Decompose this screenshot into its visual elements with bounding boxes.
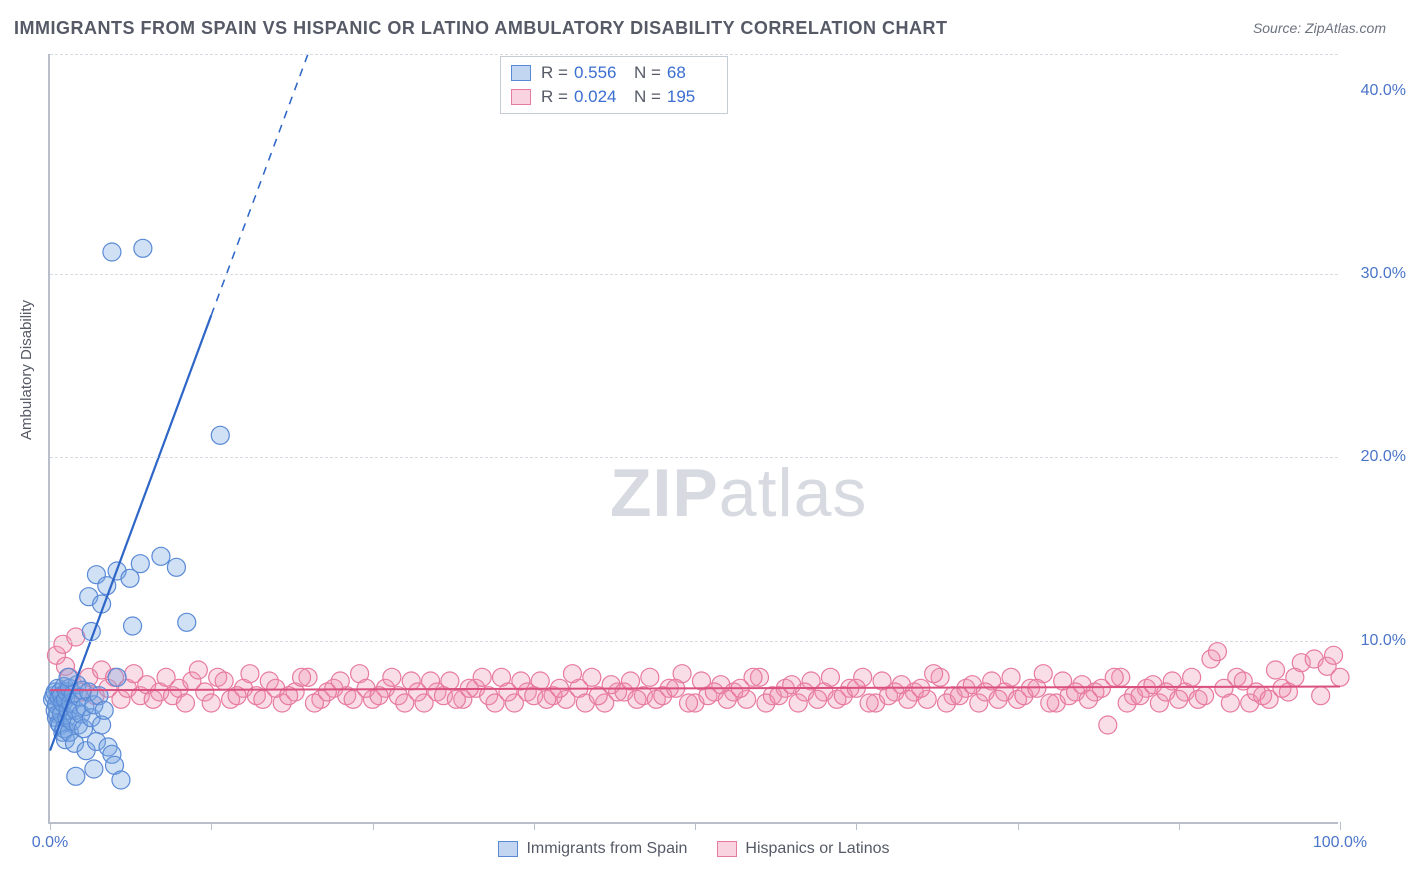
- data-point-blue: [211, 426, 229, 444]
- legend-item-blue: Immigrants from Spain: [498, 840, 687, 858]
- legend-label-pink: Hispanics or Latinos: [745, 840, 889, 858]
- series-legend: Immigrants from Spain Hispanics or Latin…: [50, 840, 1338, 858]
- x-tick: [50, 822, 51, 830]
- data-point-pink: [512, 672, 530, 690]
- y-axis-label: Ambulatory Disability: [18, 300, 35, 440]
- plot-area: ZIPatlas R = 0.556 N = 68 R = 0.024 N = …: [48, 54, 1338, 824]
- data-point-pink: [563, 665, 581, 683]
- data-point-pink: [989, 690, 1007, 708]
- x-tick: [695, 822, 696, 830]
- x-tick: [373, 822, 374, 830]
- data-point-pink: [809, 690, 827, 708]
- data-point-blue: [103, 243, 121, 261]
- y-tick-label: 40.0%: [1361, 82, 1406, 100]
- x-tick: [211, 822, 212, 830]
- gridline: [50, 54, 1338, 55]
- data-point-pink: [860, 694, 878, 712]
- data-point-blue: [124, 617, 142, 635]
- data-point-pink: [1196, 687, 1214, 705]
- chart-title: IMMIGRANTS FROM SPAIN VS HISPANIC OR LAT…: [14, 18, 948, 39]
- data-point-pink: [383, 668, 401, 686]
- x-tick: [1340, 822, 1341, 830]
- y-tick-label: 30.0%: [1361, 265, 1406, 283]
- data-point-pink: [473, 668, 491, 686]
- gridline: [50, 274, 1338, 275]
- data-point-pink: [1105, 668, 1123, 686]
- x-tick: [856, 822, 857, 830]
- x-tick: [534, 822, 535, 830]
- data-point-pink: [628, 690, 646, 708]
- data-point-pink: [241, 665, 259, 683]
- data-point-pink: [293, 668, 311, 686]
- data-point-pink: [925, 665, 943, 683]
- legend-item-pink: Hispanics or Latinos: [717, 840, 889, 858]
- data-point-pink: [202, 694, 220, 712]
- source-attribution: Source: ZipAtlas.com: [1253, 20, 1386, 36]
- y-tick-label: 10.0%: [1361, 632, 1406, 650]
- data-point-pink: [1221, 694, 1239, 712]
- data-point-blue: [67, 767, 85, 785]
- data-point-blue: [85, 760, 103, 778]
- data-point-pink: [422, 672, 440, 690]
- data-point-pink: [1331, 668, 1349, 686]
- gridline: [50, 641, 1338, 642]
- data-point-blue: [108, 668, 126, 686]
- data-point-pink: [1041, 694, 1059, 712]
- data-point-pink: [1208, 643, 1226, 661]
- gridline: [50, 457, 1338, 458]
- y-tick-label: 20.0%: [1361, 448, 1406, 466]
- data-point-pink: [641, 668, 659, 686]
- swatch-blue: [498, 841, 518, 857]
- scatter-svg: [50, 54, 1338, 822]
- source-label: Source:: [1253, 20, 1301, 36]
- data-point-pink: [1312, 687, 1330, 705]
- data-point-pink: [215, 672, 233, 690]
- data-point-pink: [1286, 668, 1304, 686]
- data-point-pink: [331, 672, 349, 690]
- data-point-blue: [178, 613, 196, 631]
- data-point-pink: [1183, 668, 1201, 686]
- x-tick: [1179, 822, 1180, 830]
- data-point-blue: [134, 239, 152, 257]
- data-point-blue: [167, 558, 185, 576]
- swatch-pink: [717, 841, 737, 857]
- data-point-pink: [680, 694, 698, 712]
- x-tick: [1018, 822, 1019, 830]
- data-point-pink: [176, 694, 194, 712]
- data-point-blue: [152, 547, 170, 565]
- data-point-blue: [112, 771, 130, 789]
- data-point-pink: [1267, 661, 1285, 679]
- legend-label-blue: Immigrants from Spain: [526, 840, 687, 858]
- data-point-pink: [1099, 716, 1117, 734]
- data-point-pink: [821, 668, 839, 686]
- data-point-pink: [1325, 646, 1343, 664]
- data-point-pink: [1170, 690, 1188, 708]
- data-point-blue: [131, 555, 149, 573]
- data-point-pink: [583, 668, 601, 686]
- data-point-blue: [95, 701, 113, 719]
- data-point-pink: [189, 661, 207, 679]
- source-value: ZipAtlas.com: [1305, 20, 1386, 36]
- data-point-pink: [744, 668, 762, 686]
- data-point-pink: [1002, 668, 1020, 686]
